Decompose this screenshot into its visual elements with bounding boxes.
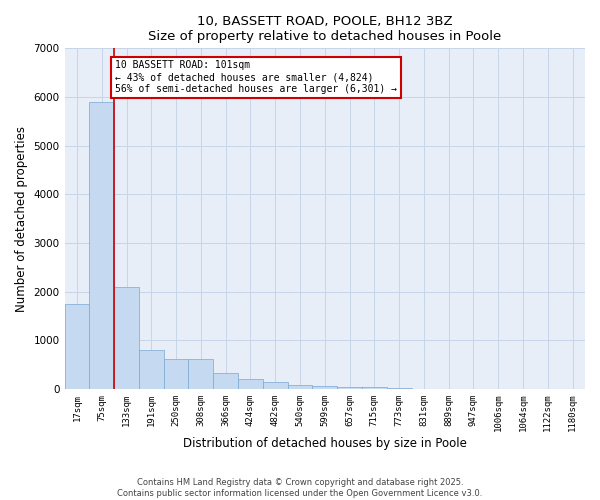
- Bar: [139, 350, 164, 389]
- Bar: [337, 386, 362, 389]
- Text: Contains HM Land Registry data © Crown copyright and database right 2025.
Contai: Contains HM Land Registry data © Crown c…: [118, 478, 482, 498]
- Bar: [164, 359, 188, 389]
- Bar: [65, 304, 89, 389]
- Bar: [114, 287, 139, 389]
- Bar: [238, 379, 263, 389]
- Bar: [263, 382, 287, 389]
- Bar: [213, 373, 238, 389]
- Y-axis label: Number of detached properties: Number of detached properties: [15, 126, 28, 312]
- Text: 10 BASSETT ROAD: 101sqm
← 43% of detached houses are smaller (4,824)
56% of semi: 10 BASSETT ROAD: 101sqm ← 43% of detache…: [115, 60, 397, 94]
- Bar: [287, 384, 313, 389]
- X-axis label: Distribution of detached houses by size in Poole: Distribution of detached houses by size …: [183, 437, 467, 450]
- Bar: [89, 102, 114, 389]
- Bar: [313, 386, 337, 389]
- Bar: [362, 388, 387, 389]
- Bar: [188, 359, 213, 389]
- Title: 10, BASSETT ROAD, POOLE, BH12 3BZ
Size of property relative to detached houses i: 10, BASSETT ROAD, POOLE, BH12 3BZ Size o…: [148, 15, 502, 43]
